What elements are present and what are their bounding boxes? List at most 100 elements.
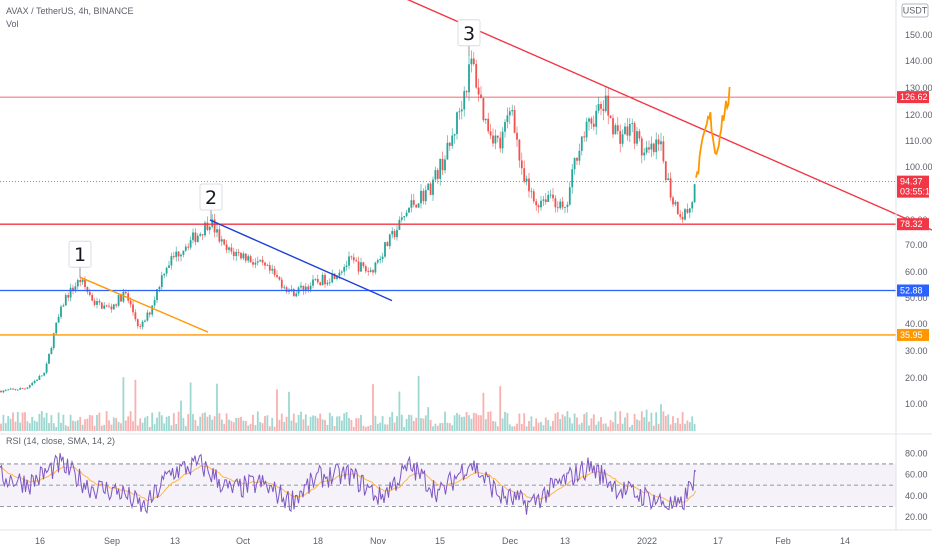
volume-bar <box>530 416 533 431</box>
candle-body <box>408 207 410 213</box>
time-axis[interactable]: 16 Sep 13 Oct 18 Nov 15 Dec 13 2022 17 Feb 14 <box>35 536 850 546</box>
candle-body <box>302 285 305 291</box>
volume-bar <box>134 379 137 431</box>
volume-bar <box>487 411 490 431</box>
candle-body <box>309 285 312 290</box>
candle-body <box>292 289 295 297</box>
candle-body <box>168 265 170 268</box>
candle-body <box>391 231 394 235</box>
volume-bar <box>204 412 206 431</box>
volume-bar <box>288 391 290 431</box>
candle-body <box>192 232 194 241</box>
volume-bar <box>26 421 29 431</box>
volume-bar <box>247 425 250 431</box>
volume-bar <box>597 421 600 431</box>
candle-body <box>115 304 118 306</box>
candle-body <box>513 110 516 133</box>
price-tag <box>897 91 929 104</box>
volume-bar <box>55 426 58 431</box>
volume-bar <box>458 414 461 431</box>
price-tag-label: 78.32 <box>900 219 923 229</box>
candle-body <box>88 291 91 296</box>
price-tick-label: 70.00 <box>905 240 928 250</box>
volume-bar <box>523 413 526 431</box>
volume-bar <box>331 416 334 431</box>
volume-bar <box>626 412 629 431</box>
volume-bar <box>52 423 55 431</box>
candle-body <box>338 272 341 276</box>
candle-body <box>213 219 216 233</box>
volume-bar <box>338 416 341 431</box>
volume-bar <box>333 426 336 431</box>
projection-path[interactable] <box>695 86 731 178</box>
volume-bar <box>141 422 144 431</box>
volume-bar <box>196 425 199 431</box>
candle-body <box>633 123 636 144</box>
trendline[interactable] <box>79 276 209 333</box>
price-tick-label: 110.00 <box>905 136 932 146</box>
candle-body <box>412 200 415 205</box>
volume-bar <box>201 413 204 431</box>
candle-body <box>648 147 650 150</box>
candle-body <box>165 267 168 274</box>
volume-bar <box>170 425 173 431</box>
candle-body <box>117 295 120 306</box>
candle-body <box>468 64 470 93</box>
candle-body <box>175 251 178 258</box>
volume-bar <box>619 411 622 431</box>
currency-button[interactable]: USDT <box>901 3 929 18</box>
price-tag <box>897 218 929 231</box>
volume-bar <box>436 425 439 431</box>
trendline[interactable] <box>370 0 932 231</box>
volume-bar <box>612 422 614 431</box>
candle-body <box>451 135 454 146</box>
volume-bar <box>266 415 269 431</box>
candle-body <box>124 291 127 294</box>
candle-body <box>643 152 646 156</box>
volume-bar <box>578 424 581 431</box>
volume-bar <box>508 424 511 431</box>
candle-body <box>597 103 600 111</box>
time-tick-label: 13 <box>170 536 180 546</box>
volume-bar <box>93 425 96 431</box>
volume-bar <box>501 418 504 431</box>
volume-bar <box>7 416 10 431</box>
candle-body <box>7 389 10 391</box>
rsi-axis[interactable]: 80.00 60.00 40.00 20.00 <box>905 448 928 522</box>
volume-bar <box>463 416 466 431</box>
wave-annotations: 1 2 3 <box>68 19 481 278</box>
candle-body <box>600 103 602 109</box>
volume-bar <box>549 426 552 431</box>
volume-bar <box>220 419 223 431</box>
drawings[interactable] <box>0 0 932 336</box>
candle-body <box>91 295 94 301</box>
candle-body <box>381 256 384 259</box>
price-tick-label: 50.00 <box>905 293 928 303</box>
candle-body <box>196 235 199 242</box>
volume-bar <box>374 415 377 431</box>
volume-bar <box>74 421 77 431</box>
candle-body <box>405 212 408 217</box>
volume-bar <box>588 425 590 431</box>
volume-bar <box>295 422 298 431</box>
price-tag-label: 35.95 <box>900 330 923 340</box>
candle-body <box>72 287 74 291</box>
candle-body <box>688 208 691 213</box>
volume-bar <box>326 424 329 431</box>
volume-bar <box>398 391 401 431</box>
volume-bar <box>213 416 216 431</box>
price-tag <box>897 328 929 341</box>
candle-body <box>612 118 614 135</box>
volume-bar <box>206 416 209 431</box>
rsi-title: RSI (14, close, SMA, 14, 2) <box>6 436 115 446</box>
trendline[interactable] <box>209 219 393 302</box>
candle-body <box>134 312 137 320</box>
candle-body <box>9 388 12 390</box>
candle-body <box>573 157 576 170</box>
volume-bar <box>554 413 557 431</box>
volume-bar <box>355 418 358 431</box>
candle-body <box>268 265 271 271</box>
candle-body <box>2 390 5 393</box>
candle-body <box>151 305 154 315</box>
